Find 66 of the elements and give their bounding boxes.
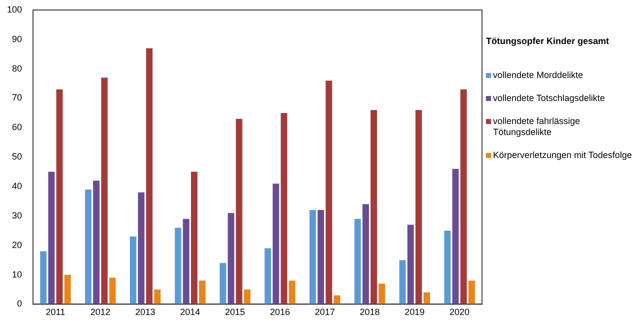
bar [130,236,136,304]
bar [354,218,361,304]
bar [56,89,63,304]
x-tick-label: 2018 [360,307,380,318]
x-tick-label: 2017 [314,307,335,318]
bar [310,210,316,304]
legend-label: Körperverletzungen mit Todesfolge [493,150,632,161]
y-tick-label: 0 [17,298,22,309]
bar [174,228,182,304]
bar [199,280,206,304]
bar [370,110,378,304]
bar [362,204,369,304]
bar [85,189,92,304]
bar [399,260,406,304]
bar [64,274,71,304]
y-tick-label: 30 [12,210,22,220]
x-tick-label: 2015 [225,307,246,318]
y-tick-label: 20 [12,240,22,250]
x-tick-label: 2016 [270,307,290,318]
y-tick-label: 80 [12,63,22,74]
y-tick-label: 90 [12,34,22,44]
legend-title: Tötungsopfer Kinder gesamt [486,36,610,46]
x-tick-label: 2013 [135,307,156,318]
y-tick-label: 100 [6,4,22,14]
bar [101,78,108,304]
bar [272,184,280,304]
y-tick-label: 10 [12,269,22,280]
bar [407,224,414,304]
bar [190,172,198,304]
x-tick-label: 2011 [46,307,66,318]
bar [236,118,242,304]
bar [244,289,250,304]
bar [415,110,422,304]
bar [228,213,234,304]
legend-label: vollendete Totschlagsdelikte [493,93,605,104]
x-tick-label: 2012 [90,307,110,318]
bar [318,210,324,304]
bar [280,112,288,304]
x-tick-label: 2020 [450,307,470,318]
bar [109,278,116,304]
bar [182,218,190,304]
y-tick-label: 70 [12,92,22,103]
bar [452,168,459,304]
bar [146,48,153,304]
bar [48,172,55,304]
bar [334,295,340,304]
legend-label: vollendete fahrlässige Tötungsdelikte [493,116,582,138]
bar [264,248,272,304]
y-tick-label: 50 [12,152,22,162]
bar [378,284,386,304]
bar [138,192,144,304]
y-tick-label: 40 [12,181,22,192]
x-tick-label: 2019 [404,307,425,318]
bar [220,263,226,304]
bar [40,251,47,304]
bar [326,80,332,304]
bar [444,230,451,304]
bar [460,89,467,304]
bar [93,180,100,304]
x-tick-label: 2014 [180,307,200,318]
bar [424,292,430,304]
y-tick-label: 60 [12,122,22,132]
bar [154,289,161,304]
bar [288,280,296,304]
bar [468,280,475,304]
legend-label: vollendete Morddelikte [493,70,584,81]
